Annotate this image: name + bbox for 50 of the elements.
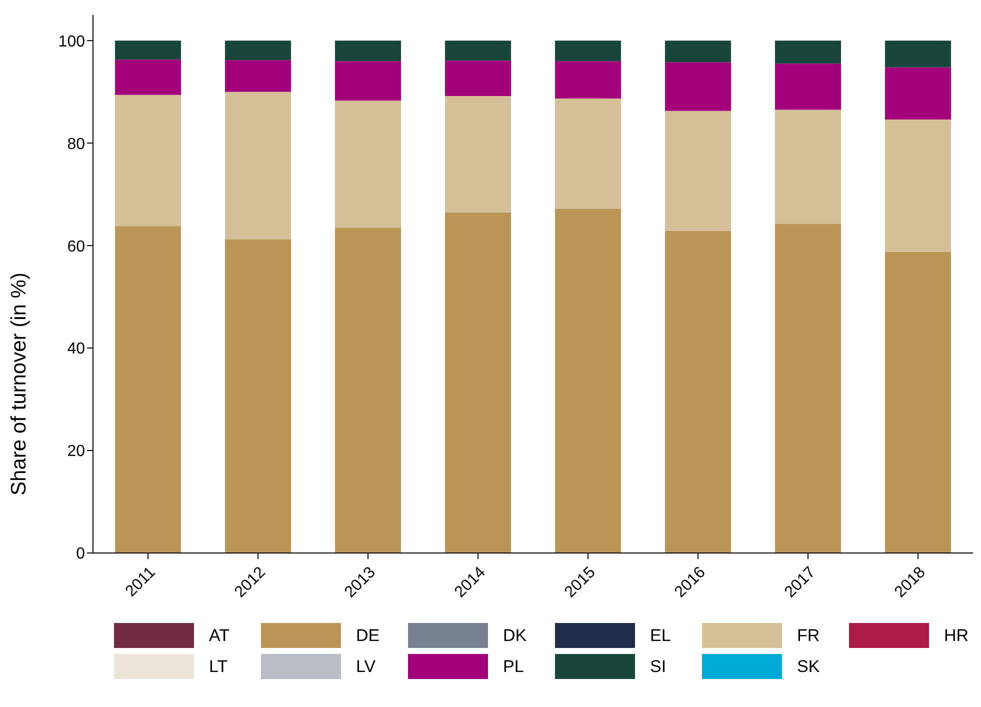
bar bbox=[665, 230, 731, 553]
bar bbox=[555, 208, 621, 553]
bar bbox=[445, 40, 511, 61]
bar bbox=[445, 96, 511, 212]
legend-label: LT bbox=[209, 656, 228, 676]
bar bbox=[115, 94, 181, 226]
bar bbox=[885, 252, 951, 553]
bar bbox=[225, 60, 291, 92]
bar bbox=[775, 64, 841, 110]
bar bbox=[775, 40, 841, 64]
bar bbox=[885, 120, 951, 252]
y-tick-label: 0 bbox=[76, 546, 86, 563]
bar bbox=[665, 62, 731, 111]
y-axis-title: Share of turnover (in %) bbox=[7, 272, 30, 496]
bar bbox=[665, 40, 731, 62]
bar bbox=[445, 212, 511, 553]
legend-label: DK bbox=[503, 626, 527, 646]
bar bbox=[115, 226, 181, 553]
y-tick-label: 100 bbox=[58, 33, 86, 50]
y-tick-label: 20 bbox=[67, 443, 86, 460]
legend-label: PL bbox=[503, 656, 524, 676]
bar bbox=[665, 110, 731, 231]
legend-label: EL bbox=[650, 626, 671, 646]
bar bbox=[445, 60, 511, 96]
bar bbox=[885, 40, 951, 68]
bar bbox=[225, 40, 291, 60]
legend-label: AT bbox=[209, 626, 230, 646]
bar bbox=[115, 60, 181, 95]
legend-label: DE bbox=[356, 626, 380, 646]
legend-label: SK bbox=[797, 656, 820, 676]
y-tick-label: 60 bbox=[67, 238, 86, 256]
bar bbox=[555, 40, 621, 62]
bar bbox=[115, 40, 181, 60]
bar bbox=[225, 239, 291, 553]
y-tick-label: 40 bbox=[67, 340, 86, 358]
legend-label: FR bbox=[797, 626, 820, 646]
legend-label: HR bbox=[944, 626, 969, 646]
bar bbox=[335, 40, 401, 62]
bar bbox=[225, 92, 291, 240]
legend-label: LV bbox=[356, 656, 376, 676]
bar bbox=[885, 67, 951, 120]
y-tick-label: 80 bbox=[67, 136, 86, 153]
bar bbox=[335, 100, 401, 228]
bar bbox=[555, 61, 621, 99]
legend-label: SI bbox=[650, 656, 666, 676]
bar bbox=[335, 228, 401, 553]
bar bbox=[775, 110, 841, 224]
bar bbox=[335, 61, 401, 101]
bar bbox=[775, 224, 841, 553]
bar bbox=[555, 98, 621, 209]
